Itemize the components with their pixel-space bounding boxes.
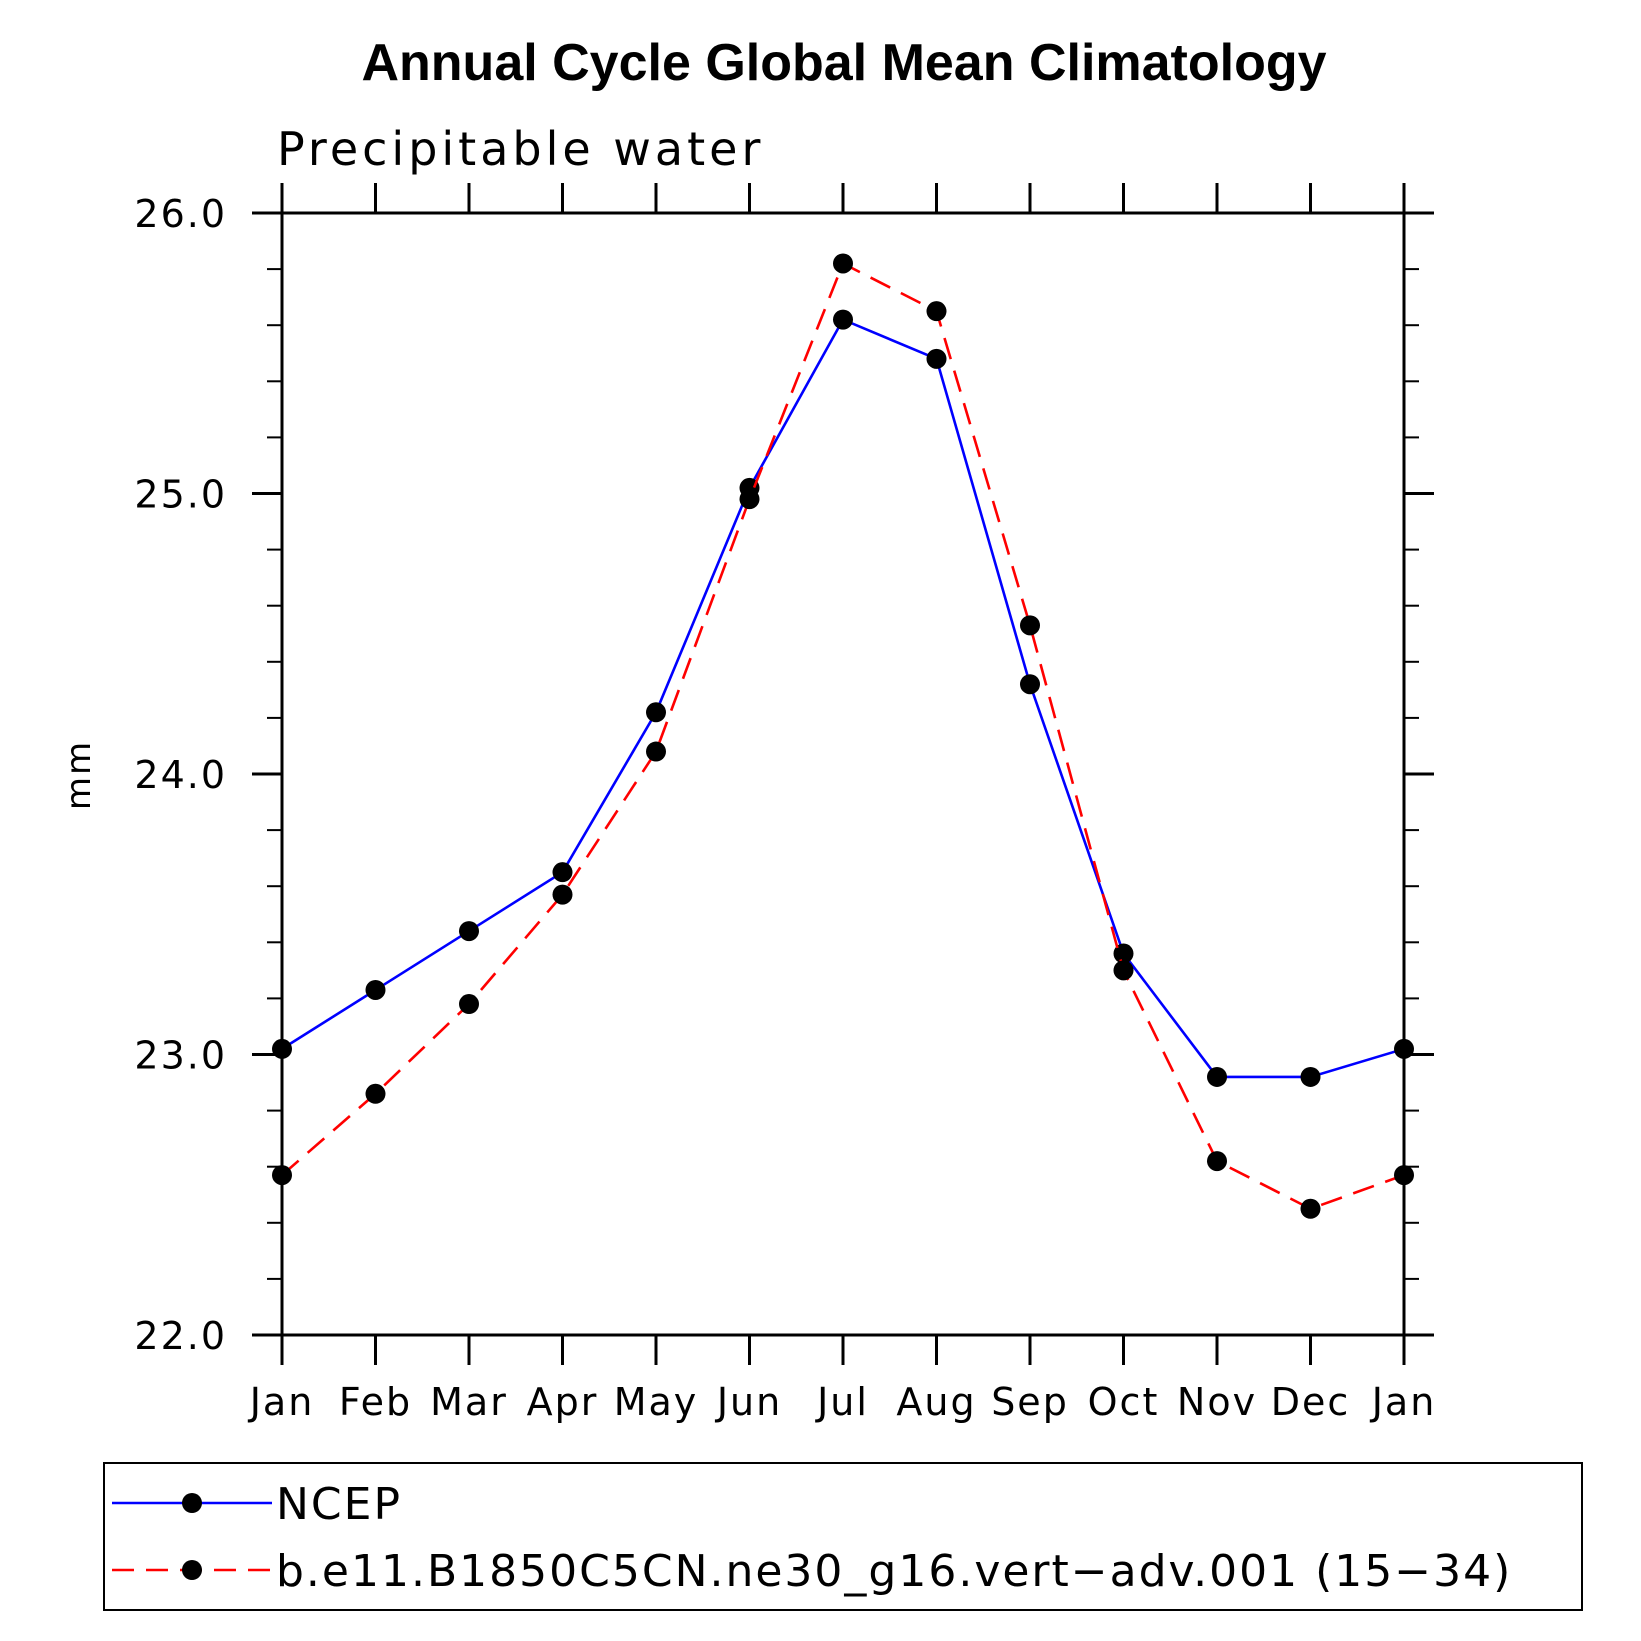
chart-title: Annual Cycle Global Mean Climatology <box>361 34 1326 92</box>
data-point <box>1020 615 1040 636</box>
data-point <box>1394 1038 1414 1059</box>
legend: NCEP b.e11.B1850C5CN.ne30_g16.vert−adv.00… <box>103 1462 1583 1611</box>
data-point <box>1394 1165 1414 1186</box>
x-tick-label: Dec <box>1271 1380 1351 1424</box>
x-tick-label: Jan <box>1370 1380 1437 1424</box>
data-point <box>552 884 573 905</box>
data-point <box>459 994 479 1015</box>
y-axis-label: mm <box>59 740 99 810</box>
axes: Jan Feb Mar Apr May Jun Jul Aug Sep Oct Nov Dec Jan 2… <box>134 183 1437 1424</box>
data-point <box>833 253 853 274</box>
data-point <box>365 1083 386 1104</box>
data-point <box>365 979 386 1000</box>
chart-subtitle: Precipitable water <box>277 122 764 176</box>
data-point <box>1113 943 1134 964</box>
x-tick-label: May <box>614 1380 699 1424</box>
x-tick-label: Oct <box>1088 1380 1160 1424</box>
series-lines <box>272 253 1414 1219</box>
data-point <box>926 301 947 322</box>
x-tick-label: Nov <box>1177 1380 1257 1424</box>
series-line-model <box>281 261 1405 1211</box>
legend-label: NCEP <box>276 1479 402 1530</box>
data-point <box>459 921 479 942</box>
legend-marker <box>182 1493 202 1513</box>
x-tick-label: Mar <box>430 1380 508 1424</box>
y-tick-label: 23.0 <box>134 1034 227 1078</box>
x-tick-label: Sep <box>991 1380 1069 1424</box>
data-point <box>739 489 760 510</box>
plot-frame <box>280 211 1406 1337</box>
data-point <box>272 1165 292 1186</box>
data-point <box>1300 1066 1321 1087</box>
x-tick-label: Aug <box>896 1380 976 1424</box>
x-tick-label: Feb <box>339 1380 412 1424</box>
data-point <box>1300 1198 1321 1219</box>
y-tick-label: 26.0 <box>134 192 227 236</box>
series-line-ncep <box>281 317 1405 1079</box>
y-tick-label: 22.0 <box>134 1314 227 1358</box>
x-tick-label: Jan <box>248 1380 315 1424</box>
x-tick-label: Apr <box>527 1380 599 1424</box>
x-tick-label: Jul <box>815 1380 869 1424</box>
data-point <box>646 741 666 762</box>
data-point <box>646 702 666 723</box>
data-point <box>1207 1066 1227 1087</box>
x-tick-label: Jun <box>715 1380 782 1424</box>
legend-label: b.e11.B1850C5CN.ne30_g16.vert−adv.001 (1… <box>276 1546 1512 1597</box>
y-tick-label: 24.0 <box>134 753 227 797</box>
data-point <box>1020 674 1040 695</box>
data-point <box>1113 960 1134 981</box>
data-point <box>272 1038 292 1059</box>
legend-marker <box>182 1560 202 1580</box>
y-tick-label: 25.0 <box>134 473 227 517</box>
data-point <box>833 309 853 330</box>
legend-box <box>103 1462 1583 1611</box>
data-point <box>926 348 947 369</box>
data-point <box>552 862 573 883</box>
data-point <box>1207 1151 1227 1172</box>
